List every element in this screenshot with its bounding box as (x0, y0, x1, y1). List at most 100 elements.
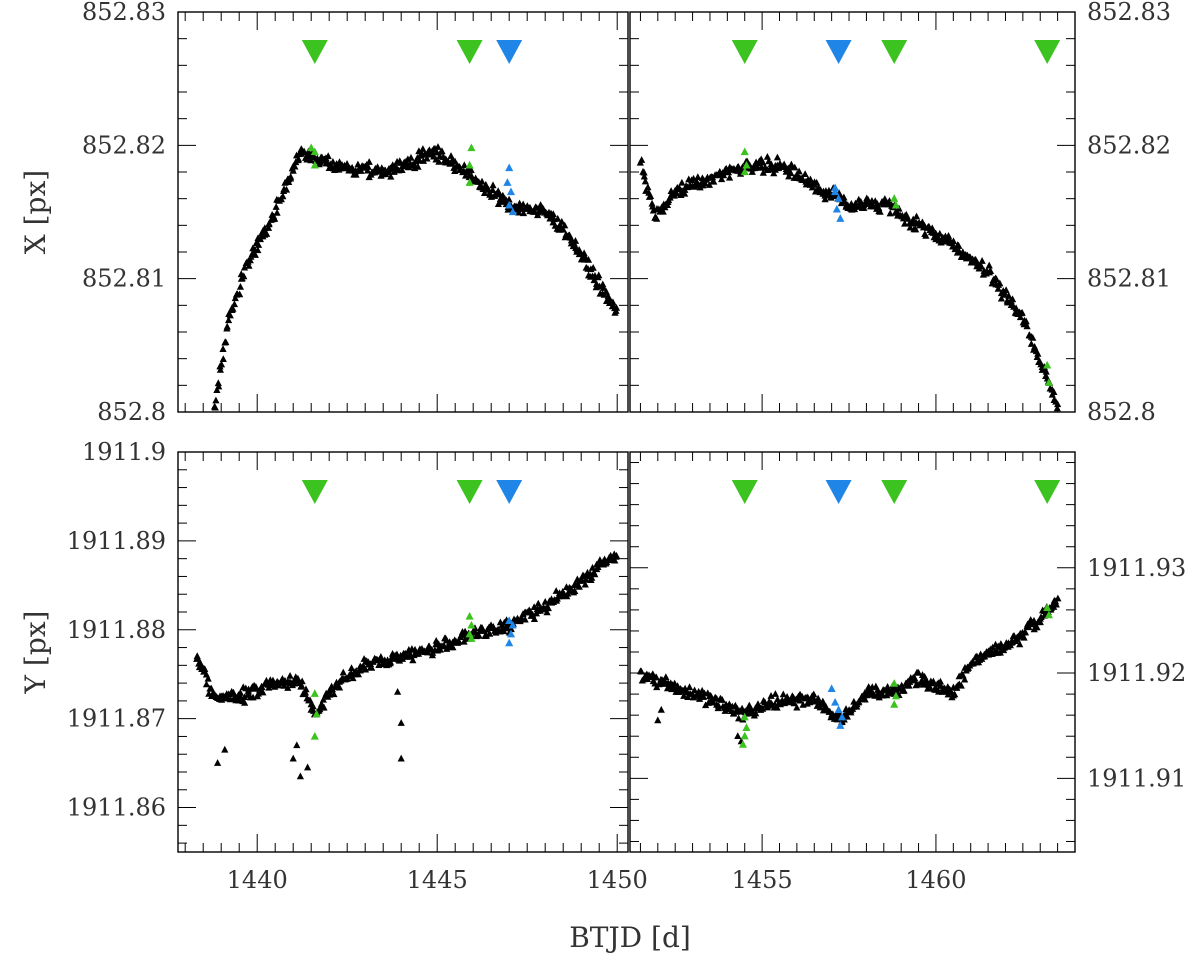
data-point (575, 582, 583, 590)
data-point (419, 145, 427, 152)
data-point (222, 338, 230, 346)
data-point (534, 599, 542, 607)
data-point (214, 379, 222, 387)
data-point (981, 652, 989, 660)
data-point (640, 168, 648, 176)
data-point (718, 175, 726, 183)
data-point (357, 167, 365, 174)
data-point-blue (834, 705, 843, 714)
data-point (978, 257, 986, 264)
data-point (271, 214, 279, 222)
data-point (252, 682, 260, 690)
data-point (279, 192, 287, 200)
data-point (449, 643, 457, 651)
data-point-green (467, 143, 476, 152)
data-point-green (310, 689, 319, 697)
data-point (571, 237, 580, 244)
data-point-blue (506, 629, 516, 638)
data-point (912, 212, 921, 220)
data-point (515, 208, 523, 216)
data-point (681, 189, 689, 197)
data-point (349, 674, 357, 682)
data-point (241, 698, 249, 706)
data-point (521, 615, 529, 623)
data-point (1042, 367, 1050, 375)
data-point (530, 615, 539, 622)
data-point (996, 648, 1004, 656)
data-point (685, 683, 694, 691)
data-point-outlier (296, 772, 304, 780)
data-point (302, 685, 310, 693)
data-point (819, 697, 827, 705)
data-point (653, 214, 661, 222)
data-point-blue (827, 684, 836, 692)
data-point (259, 688, 267, 696)
data-point (475, 631, 483, 639)
data-point (876, 207, 884, 215)
panel-frame (629, 11, 1076, 413)
data-point (241, 693, 249, 701)
data-point (544, 604, 552, 612)
data-point (240, 263, 249, 271)
data-point (207, 684, 215, 692)
x-tick-label: 1450 (587, 866, 648, 894)
data-point-green (742, 160, 751, 169)
data-point (791, 163, 799, 171)
data-point (219, 355, 227, 363)
data-point (343, 160, 351, 167)
data-point-outlier (734, 732, 742, 740)
data-point (202, 680, 211, 688)
data-point (364, 166, 372, 174)
data-point (324, 152, 332, 160)
data-point (961, 675, 969, 683)
data-point (1030, 616, 1038, 624)
data-point (552, 587, 560, 594)
data-point-blue (832, 204, 841, 213)
data-point-green (310, 731, 319, 740)
data-point (678, 178, 686, 186)
data-point-green (467, 620, 476, 629)
data-point (558, 217, 566, 225)
data-point-outlier (394, 688, 402, 695)
data-point-blue (831, 698, 840, 706)
data-point (1034, 349, 1042, 357)
data-point (701, 179, 709, 187)
event-marker-green (881, 480, 908, 504)
data-points (636, 594, 1062, 748)
data-point (435, 157, 443, 165)
data-point (595, 271, 603, 279)
y-tick-label: 852.81 (1087, 265, 1171, 293)
data-point-green (740, 731, 749, 740)
data-point (571, 587, 579, 594)
x-axis-title: BTJD [d] (569, 921, 691, 954)
data-point-blue (838, 712, 847, 721)
data-point-green (890, 194, 899, 202)
event-marker-green (731, 480, 758, 504)
data-point-outlier (397, 754, 405, 762)
data-point-green (465, 160, 474, 169)
data-point (612, 551, 621, 559)
data-point (297, 681, 306, 689)
data-point (911, 674, 919, 682)
data-point (900, 686, 908, 694)
data-point (1054, 400, 1062, 408)
event-marker-blue (825, 40, 852, 64)
data-point-green (1043, 360, 1052, 369)
data-point (254, 246, 262, 254)
data-point (718, 696, 726, 703)
y-tick-label: 1911.86 (67, 794, 166, 822)
data-point-blue (836, 721, 845, 729)
data-point-green (307, 143, 316, 152)
data-point (977, 262, 985, 270)
data-point (992, 275, 1001, 283)
data-point (906, 223, 914, 231)
data-point (213, 386, 221, 393)
data-point (640, 172, 648, 180)
data-point (648, 199, 656, 207)
data-point (662, 673, 670, 681)
data-point (368, 663, 376, 671)
data-point-green (465, 178, 474, 186)
panel-frame (177, 11, 629, 413)
data-point (332, 160, 341, 167)
